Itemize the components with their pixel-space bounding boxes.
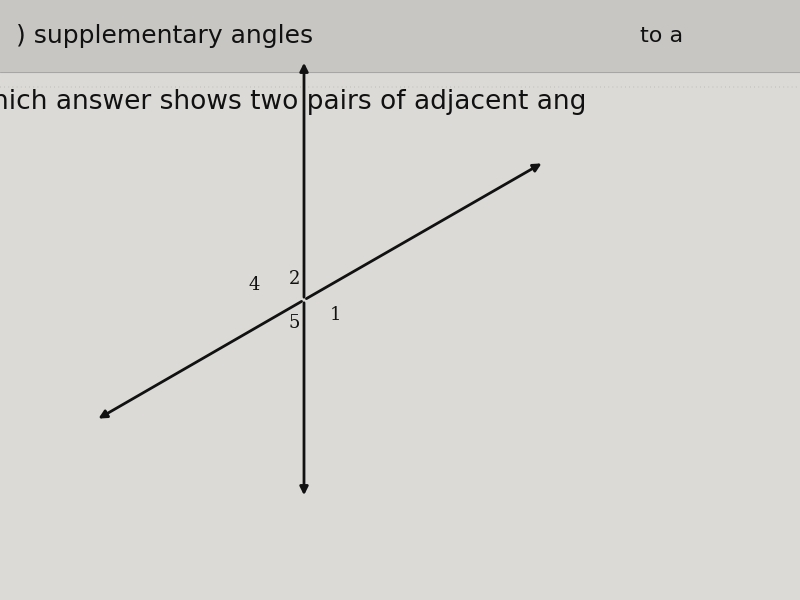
Text: 5: 5 [289, 314, 300, 332]
Text: 4: 4 [249, 276, 260, 294]
Text: hich answer shows two pairs of adjacent ang: hich answer shows two pairs of adjacent … [0, 89, 586, 115]
Text: ) supplementary angles: ) supplementary angles [16, 24, 313, 48]
Text: to a: to a [640, 26, 683, 46]
Text: 2: 2 [289, 270, 300, 288]
Text: 1: 1 [330, 306, 342, 324]
Bar [0, 0, 800, 72]
